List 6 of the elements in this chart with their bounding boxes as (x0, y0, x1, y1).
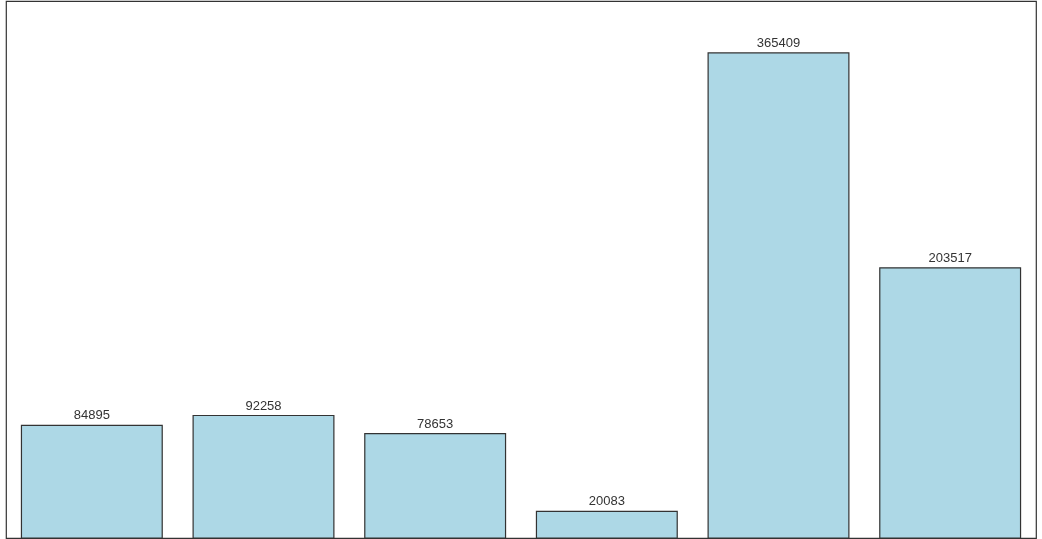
data-label: 20083 (588, 493, 625, 509)
data-label: 78653 (417, 415, 454, 431)
data-label: 365409 (756, 34, 801, 50)
data-label: 92258 (245, 397, 282, 413)
data-label: 84895 (73, 407, 110, 423)
data-label: 203517 (928, 249, 972, 265)
